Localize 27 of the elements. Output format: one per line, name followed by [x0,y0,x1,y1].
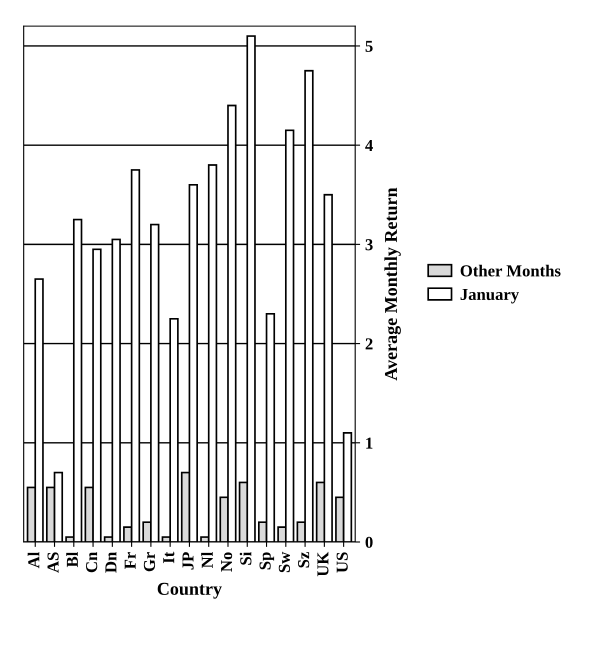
x-tick-label: Sw [278,552,290,572]
legend-label: Other Months [460,264,561,276]
y-tick-label: 4 [365,140,373,151]
y-axis-title: Average Monthly Return [384,188,401,380]
x-tick-label: No [221,552,232,572]
x-tick-label: Dn [105,552,116,573]
y-tick-label: 1 [366,438,372,449]
x-axis-title: Country [158,582,222,599]
x-tick-label: Al [28,552,40,568]
y-tick-label: 5 [366,40,373,52]
x-tick-label: US [336,552,348,573]
x-tick-label: Si [240,552,252,565]
x-tick-label: Cn [86,552,98,572]
y-tick-label: 0 [366,536,373,548]
y-tick-label: 3 [366,239,373,250]
x-tick-label: Nl [201,552,213,568]
x-tick-label: Fr [124,552,136,570]
x-tick-label: Sz [298,552,310,568]
legend-label: January [460,288,519,304]
x-tick-label: Sp [260,552,274,570]
x-tick-label: AS [47,552,59,573]
y-tick-label: 2 [366,338,373,350]
x-tick-label: It [163,552,174,564]
x-tick-label: JP [182,552,194,570]
x-tick-label: UK [317,552,329,576]
x-tick-label: Gr [144,552,156,572]
x-tick-label: Bl [66,552,78,568]
